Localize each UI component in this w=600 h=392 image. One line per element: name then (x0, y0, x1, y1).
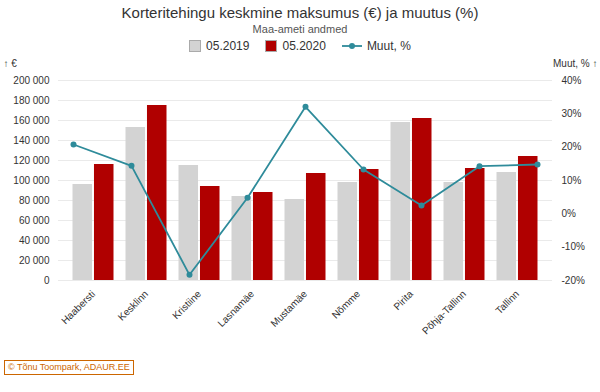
html-text:© Tõnu Toompark, ADAUR.EE: © Tõnu Toompark, ADAUR.EE (8, 362, 130, 372)
svg-text:Muut, % ↑: Muut, % ↑ (553, 58, 597, 69)
svg-text:100 000: 100 000 (13, 175, 50, 186)
svg-text:10%: 10% (562, 175, 582, 186)
svg-text:20 000: 20 000 (19, 255, 50, 266)
svg-text:↑ €: ↑ € (4, 58, 18, 69)
svg-text:Lasnamäe: Lasnamäe (215, 288, 256, 329)
svg-text:40%: 40% (562, 75, 582, 86)
html-text:05.2019: 05.2019 (206, 39, 250, 53)
svg-text:Põhja-Tallinn: Põhja-Tallinn (420, 288, 468, 336)
html-text:05.2020: 05.2020 (282, 39, 326, 53)
svg-text:180 000: 180 000 (13, 95, 50, 106)
svg-text:60 000: 60 000 (19, 215, 50, 226)
svg-text:140 000: 140 000 (13, 135, 50, 146)
svg-text:Haabersti: Haabersti (59, 288, 97, 326)
html-text:Maa-ameti andmed: Maa-ameti andmed (252, 23, 348, 35)
svg-text:Kesklinn: Kesklinn (116, 288, 151, 323)
html-text:Muut, %: Muut, % (366, 39, 411, 53)
svg-text:Nõmme: Nõmme (330, 288, 363, 321)
html-text:Korteritehingu keskmine maksum: Korteritehingu keskmine maksumus (€) ja … (121, 4, 479, 21)
svg-text:-10%: -10% (562, 241, 585, 252)
svg-text:80 000: 80 000 (19, 195, 50, 206)
svg-text:Pirita: Pirita (391, 288, 415, 312)
svg-text:20%: 20% (562, 141, 582, 152)
svg-text:160 000: 160 000 (13, 115, 50, 126)
svg-text:Tallinn: Tallinn (493, 288, 521, 316)
svg-text:Kristiine: Kristiine (170, 288, 203, 321)
svg-text:120 000: 120 000 (13, 155, 50, 166)
svg-text:200 000: 200 000 (13, 75, 50, 86)
svg-text:0%: 0% (562, 208, 577, 219)
svg-text:Mustamäe: Mustamäe (268, 288, 309, 329)
svg-text:30%: 30% (562, 108, 582, 119)
svg-text:40 000: 40 000 (19, 235, 50, 246)
svg-text:0: 0 (44, 275, 50, 286)
svg-text:-20%: -20% (562, 275, 585, 286)
